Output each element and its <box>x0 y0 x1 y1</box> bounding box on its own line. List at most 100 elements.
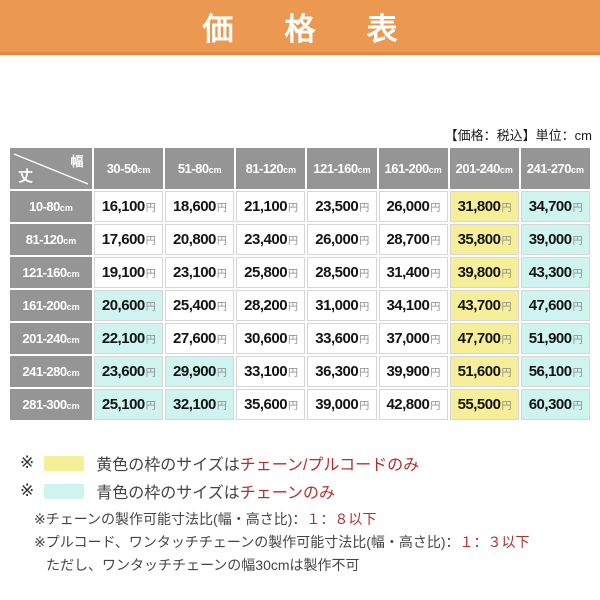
price-value: 31,400 <box>386 264 430 281</box>
price-cell: 33,600円 <box>307 323 377 354</box>
footnote-text: ※プルコード、ワンタッチチェーンの製作可能寸法比(幅・高さ比)： <box>34 534 460 550</box>
price-unit: 円 <box>145 302 156 313</box>
price-unit: 円 <box>430 269 440 280</box>
price-cell: 47,700円 <box>449 323 519 354</box>
price-value: 20,800 <box>173 231 216 248</box>
price-unit: 円 <box>288 236 298 247</box>
price-value: 28,200 <box>244 297 288 314</box>
col-header-unit: cm <box>283 165 297 175</box>
col-header-unit: cm <box>499 165 513 175</box>
price-value: 28,500 <box>315 264 359 281</box>
price-unit: 円 <box>430 335 440 346</box>
price-value: 23,100 <box>173 264 216 281</box>
price-value: 26,000 <box>386 198 430 215</box>
price-cell: 47,600円 <box>520 290 590 321</box>
row-header-201-240: 201-240cm <box>10 323 92 354</box>
price-cell: 37,000円 <box>378 323 448 354</box>
price-value: 17,600 <box>101 231 145 248</box>
price-cell: 23,400円 <box>236 224 306 255</box>
header-row: 幅 丈 30-50cm 51-80cm 81-120cm 121-160cm 161-2… <box>10 148 590 189</box>
price-unit: 円 <box>572 302 583 313</box>
price-value: 39,900 <box>386 363 430 380</box>
price-unit: 円 <box>501 302 511 313</box>
price-unit: 円 <box>359 368 369 379</box>
row-header-161-200: 161-200cm <box>10 290 92 321</box>
price-value: 30,600 <box>244 330 288 347</box>
price-unit: 円 <box>501 269 511 280</box>
price-value: 23,600 <box>101 363 145 380</box>
table-row: 121-160cm 19,100円 23,100円 25,800円 28,500円 31,… <box>10 257 590 288</box>
price-unit: 円 <box>359 236 369 247</box>
table-row: 10-80cm 16,100円 18,600円 21,100円 23,500円 26,00… <box>10 191 590 222</box>
price-cell: 60,300円 <box>520 389 590 420</box>
col-header-unit: cm <box>357 165 371 175</box>
price-value: 55,500 <box>457 396 501 413</box>
price-cell: 25,800円 <box>236 257 306 288</box>
price-cell: 16,100円 <box>94 191 164 222</box>
price-unit: 円 <box>145 335 156 346</box>
row-header-unit: cm <box>66 368 80 378</box>
table-row: 161-200cm 20,600円 25,400円 28,200円 31,000円 34,… <box>10 290 590 321</box>
price-unit: 円 <box>359 302 369 313</box>
price-unit: 円 <box>359 203 369 214</box>
col-header-range: 30-50 <box>106 161 138 176</box>
price-unit: 円 <box>501 335 511 346</box>
price-value: 16,100 <box>101 198 145 215</box>
row-header-range: 201-240 <box>22 331 67 346</box>
col-header-range: 121-160 <box>313 161 358 176</box>
footnotes: ※チェーンの製作可能寸法比(幅・高さ比)：１：８以下 ※プルコード、ワンタッチチェ… <box>34 509 530 578</box>
col-header-range: 161-200 <box>384 161 430 176</box>
price-value: 36,300 <box>315 363 359 380</box>
price-cell: 21,100円 <box>236 191 306 222</box>
row-header-81-120: 81-120cm <box>10 224 92 255</box>
footnote-line: ※プルコード、ワンタッチチェーンの製作可能寸法比(幅・高さ比)：１：３以下 <box>34 532 530 550</box>
row-header-241-280: 241-280cm <box>10 356 92 387</box>
corner-header-cell: 幅 丈 <box>10 148 92 189</box>
col-header-161-200: 161-200cm <box>378 148 448 189</box>
price-value: 32,100 <box>173 396 216 413</box>
price-unit: 円 <box>501 203 511 214</box>
price-cell: 34,100円 <box>378 290 448 321</box>
price-value: 25,800 <box>244 264 288 281</box>
row-header-unit: cm <box>66 302 80 312</box>
price-unit: 円 <box>145 203 156 214</box>
price-value: 28,700 <box>386 231 430 248</box>
col-header-range: 51-80 <box>177 161 209 176</box>
price-value: 60,300 <box>528 396 572 413</box>
price-unit: 円 <box>216 401 227 412</box>
price-value: 33,100 <box>244 363 288 380</box>
price-unit: 円 <box>430 302 440 313</box>
price-value: 39,800 <box>457 264 501 281</box>
price-cell: 36,300円 <box>307 356 377 387</box>
price-cell: 39,000円 <box>520 224 590 255</box>
price-unit: 円 <box>288 335 298 346</box>
price-unit: 円 <box>216 203 227 214</box>
price-cell: 29,900円 <box>165 356 235 387</box>
col-header-range: 81-120 <box>245 161 284 176</box>
row-header-unit: cm <box>63 236 77 246</box>
table-row: 81-120cm 17,600円 20,800円 23,400円 26,000円 28,7… <box>10 224 590 255</box>
price-unit: 円 <box>288 269 298 280</box>
row-header-range: 241-280 <box>22 364 67 379</box>
price-value: 35,600 <box>244 396 288 413</box>
footnote-highlight-text: １：３以下 <box>459 534 530 550</box>
row-header-range: 10-80 <box>29 199 60 214</box>
diagonal-divider-line <box>13 153 89 185</box>
price-value: 31,800 <box>457 198 501 215</box>
page-banner: 価 格 表 <box>0 0 600 55</box>
price-unit: 円 <box>572 203 583 214</box>
price-value: 34,700 <box>528 198 572 215</box>
col-header-30-50: 30-50cm <box>94 148 164 189</box>
col-header-unit: cm <box>208 165 222 175</box>
price-unit: 円 <box>288 401 298 412</box>
legend-line: ※ 青色の枠のサイズは チェーンのみ <box>20 480 419 502</box>
col-header-unit: cm <box>428 165 442 175</box>
price-cell: 51,900円 <box>520 323 590 354</box>
col-header-range: 201-240 <box>455 161 501 176</box>
price-value: 33,600 <box>315 330 359 347</box>
price-value: 22,100 <box>101 330 145 347</box>
price-unit: 円 <box>288 368 298 379</box>
footnote-line: ただし、ワンタッチチェーンの幅30cmは製作不可 <box>34 555 530 573</box>
price-unit: 円 <box>430 203 440 214</box>
row-header-10-80: 10-80cm <box>10 191 92 222</box>
